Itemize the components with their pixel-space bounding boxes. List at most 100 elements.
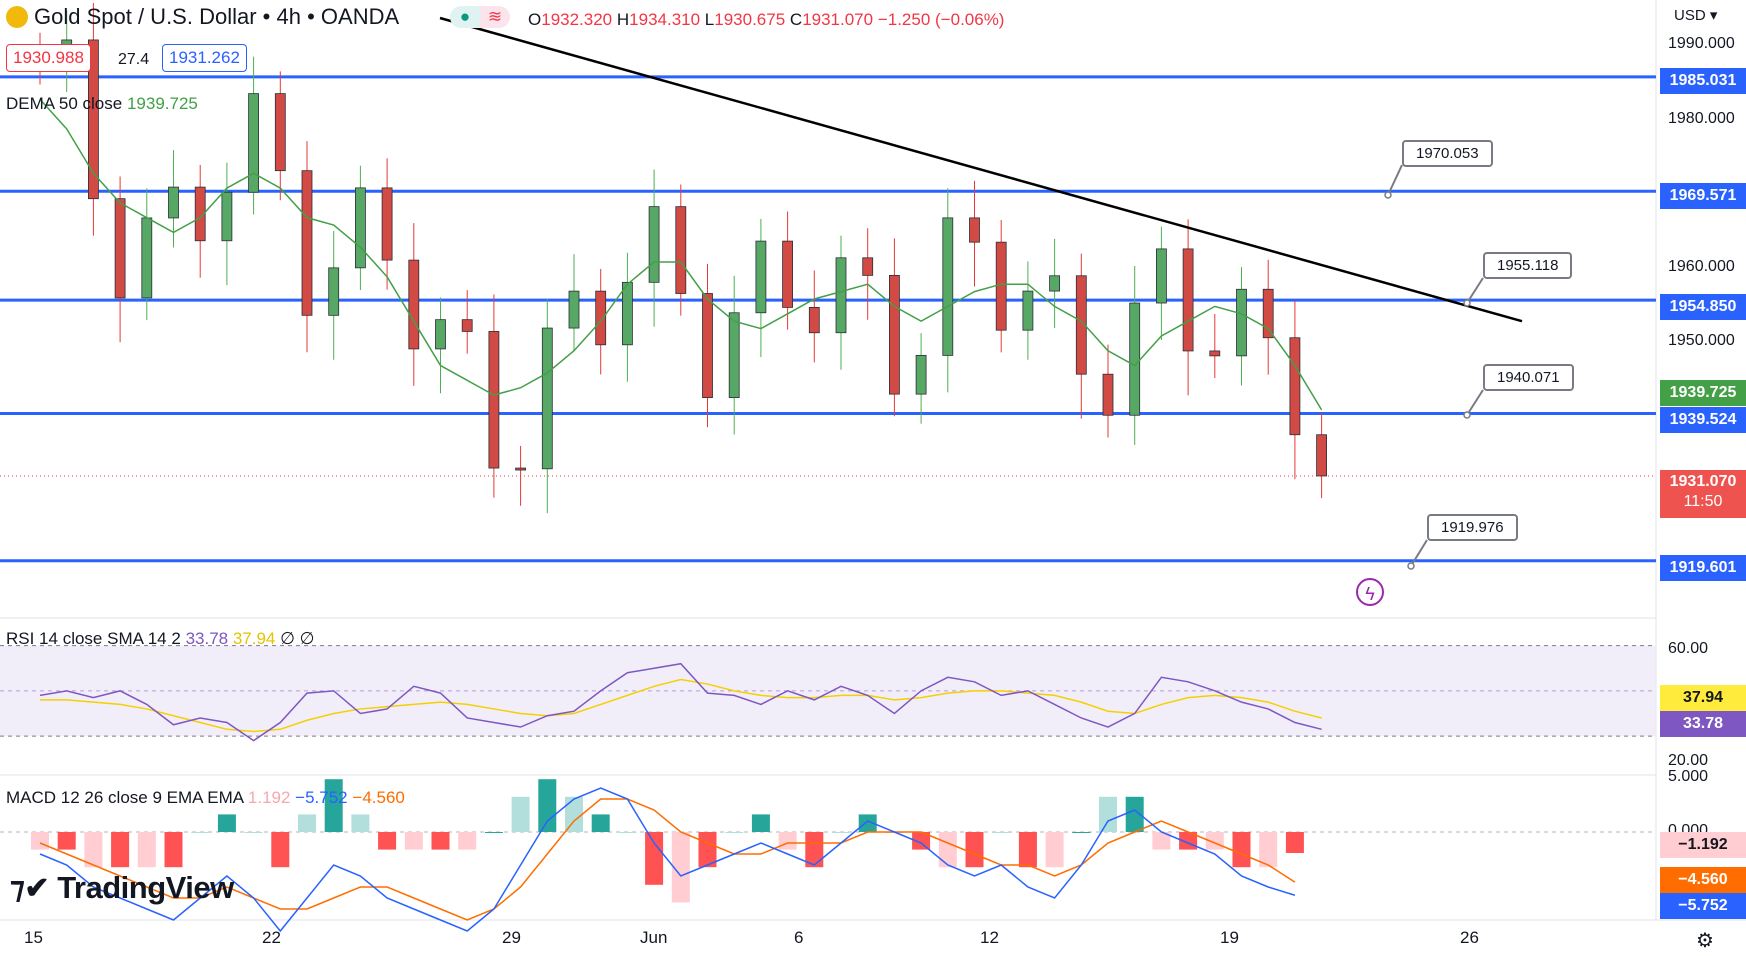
time-axis-label: 6	[794, 928, 804, 947]
macd-histogram-bar	[271, 832, 290, 868]
market-status[interactable]: ● ≋	[450, 6, 510, 28]
spread-value: 27.4	[118, 51, 150, 68]
candle-body	[862, 257, 874, 276]
gold-coin-icon	[6, 6, 28, 28]
macd-histogram-bar	[351, 814, 370, 832]
interval[interactable]: 4h	[276, 4, 301, 29]
price-callout[interactable]: 1955.118	[1483, 252, 1573, 279]
macd-histogram-bar	[57, 832, 76, 850]
candle-body	[568, 290, 580, 329]
rsi-tag: 33.78	[1660, 711, 1746, 737]
time-axis-label: 12	[980, 928, 999, 947]
candle-body	[114, 198, 126, 299]
price-callout[interactable]: 1940.071	[1483, 364, 1574, 391]
candle-body	[648, 206, 660, 283]
macd-histogram-bar	[1072, 832, 1091, 833]
price-callout[interactable]: 1919.976	[1427, 514, 1518, 541]
symbol-name[interactable]: Gold Spot / U.S. Dollar	[34, 4, 257, 29]
macd-histogram-bar	[1285, 832, 1304, 853]
tradingview-logo: ⁊✔ TradingView	[10, 870, 234, 905]
candle-body	[702, 293, 713, 398]
macd-tag: −5.752	[1660, 893, 1746, 919]
lightning-event-icon[interactable]: ϟ	[1356, 578, 1384, 606]
change-value: −1.250 (−0.06%)	[877, 10, 1005, 29]
candle-body	[88, 39, 99, 200]
rsi-legend[interactable]: RSI 14 close SMA 14 2 33.78 37.94 ∅ ∅	[6, 629, 315, 648]
rsi-sma-line	[40, 678, 1322, 733]
candle-body	[168, 186, 179, 219]
macd-histogram-bar	[565, 796, 583, 832]
candle-body	[595, 290, 607, 346]
dema-tag: 1939.725	[1660, 380, 1746, 406]
level-tag: 1939.524	[1660, 407, 1746, 433]
trendline	[439, 16, 1523, 323]
candle-body	[1262, 288, 1274, 339]
candle-body	[1236, 288, 1247, 357]
price-axis-label: 1960.000	[1668, 258, 1735, 275]
callout-anchor	[1463, 411, 1471, 419]
sell-button[interactable]: 1930.988	[6, 44, 91, 72]
macd-legend[interactable]: MACD 12 26 close 9 EMA EMA 1.192 −5.752 …	[6, 788, 405, 807]
tradingview-logo-icon: ⁊✔	[10, 872, 50, 905]
dema-legend[interactable]: DEMA 50 close 1939.725	[6, 94, 198, 113]
candle-body	[1156, 248, 1167, 304]
macd-hist-tag: −1.192	[1660, 832, 1746, 858]
level-tag: 1919.601	[1660, 555, 1746, 581]
candle-body	[1075, 275, 1087, 375]
callout-leader	[1387, 164, 1403, 196]
volatility-icon: ≋	[480, 6, 510, 28]
time-axis-label: 29	[502, 928, 521, 947]
callout-leader	[1410, 539, 1428, 567]
candle-body	[515, 467, 526, 471]
macd-histogram-bar	[298, 814, 316, 832]
candle-body	[1182, 248, 1194, 352]
macd-histogram-bar	[725, 832, 744, 833]
macd-histogram-bar	[1152, 832, 1171, 850]
settings-gear-icon[interactable]: ⚙	[1696, 930, 1714, 952]
candle-body	[461, 319, 473, 332]
macd-histogram-bar	[912, 832, 931, 850]
market-open-icon: ●	[450, 6, 480, 28]
macd-histogram-bar	[484, 832, 503, 833]
buy-button[interactable]: 1931.262	[162, 44, 247, 72]
candle-body	[1289, 337, 1301, 436]
candle-body	[194, 186, 206, 242]
macd-histogram-bar	[217, 814, 236, 832]
macd-line	[39, 787, 1296, 933]
macd-histogram-bar	[751, 814, 770, 832]
macd-histogram-bar	[191, 832, 210, 833]
macd-histogram-bar	[1125, 796, 1144, 832]
candle-body	[1049, 275, 1060, 292]
dema-line	[39, 98, 1323, 411]
time-axis-label: 19	[1220, 928, 1239, 947]
callout-anchor	[1384, 191, 1392, 199]
macd-histogram-bar	[538, 779, 557, 832]
candle-body	[995, 241, 1007, 331]
currency-selector[interactable]: USD ▾	[1674, 7, 1718, 24]
bar-countdown: 11:50	[1683, 493, 1723, 510]
candle-body	[488, 331, 500, 469]
exchange: OANDA	[320, 4, 400, 29]
price-callout[interactable]: 1970.053	[1402, 140, 1493, 167]
candle-body	[808, 307, 820, 334]
macd-histogram-bar	[965, 832, 984, 868]
macd-histogram-bar	[111, 832, 130, 868]
macd-histogram-bar	[618, 832, 637, 833]
macd-histogram-bar	[645, 832, 664, 885]
candle-body	[622, 281, 633, 346]
candle-body	[889, 274, 900, 395]
callout-anchor	[1407, 562, 1415, 570]
rsi-line	[39, 662, 1322, 742]
chart-title: Gold Spot / U.S. Dollar • 4h • OANDA	[6, 4, 399, 30]
candle-body	[1102, 373, 1114, 416]
candle-body	[328, 267, 340, 316]
price-axis-label: 1990.000	[1668, 35, 1735, 52]
macd-histogram-bar	[591, 814, 610, 832]
candle-body	[141, 217, 153, 299]
open-value: 1932.320	[541, 10, 613, 29]
macd-axis-label: 5.000	[1668, 768, 1709, 785]
low-value: 1930.675	[714, 10, 786, 29]
close-value: 1931.070	[802, 10, 874, 29]
candle-body	[782, 240, 793, 308]
